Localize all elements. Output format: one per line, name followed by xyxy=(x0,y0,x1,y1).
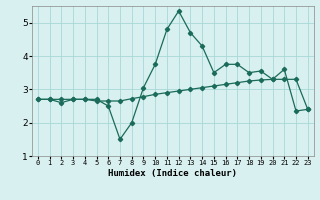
X-axis label: Humidex (Indice chaleur): Humidex (Indice chaleur) xyxy=(108,169,237,178)
